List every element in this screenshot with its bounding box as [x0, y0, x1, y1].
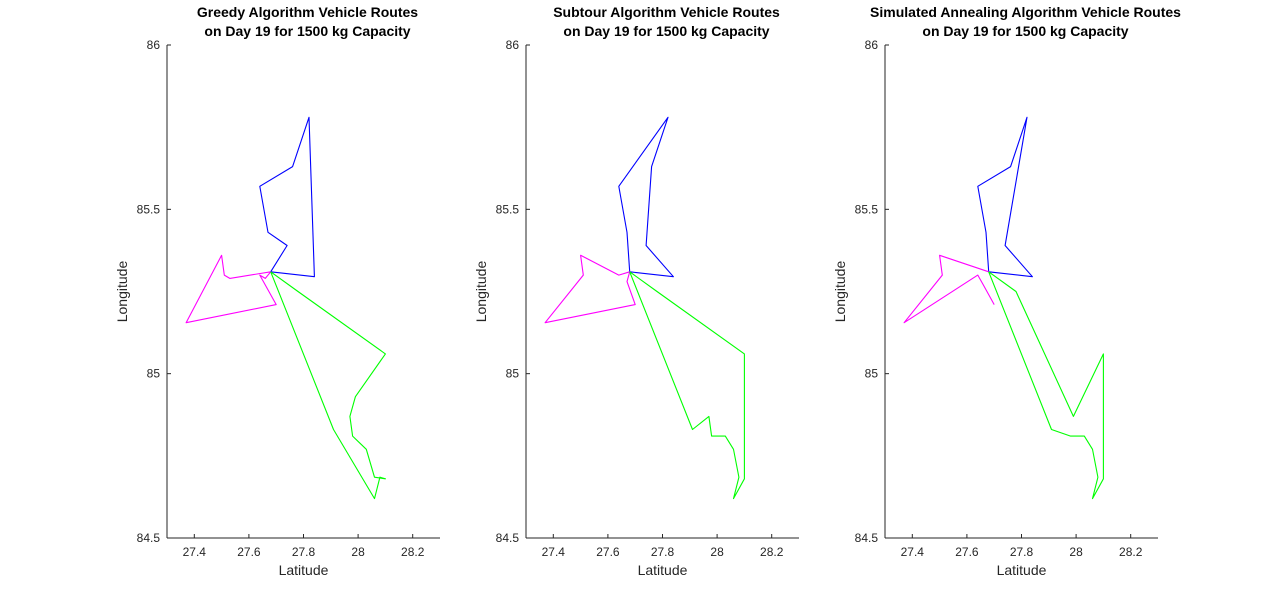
route-line-2: [903, 254, 995, 324]
x-tick-label: 27.6: [955, 545, 979, 559]
route-line-1: [618, 116, 674, 278]
y-tick-label: 84.5: [855, 531, 879, 545]
x-tick-label: 27.8: [651, 545, 675, 559]
x-axis-label: Latitude: [638, 562, 688, 578]
chart-panel-1: 27.4 27.6 27.8 28 28.2 84.5 85 85.5 86 Latitude Lo…: [114, 4, 440, 578]
x-tick-label: 28: [1069, 545, 1083, 559]
route-line-3: [629, 271, 745, 500]
y-tick-label: 85: [506, 367, 520, 381]
route-line-3: [270, 271, 386, 500]
x-tick-label: 28.2: [1119, 545, 1143, 559]
y-tick-label: 85: [147, 367, 161, 381]
y-axis-label: Longitude: [832, 261, 848, 323]
x-tick-label: 27.4: [183, 545, 207, 559]
y-tick-label: 85.5: [137, 202, 161, 216]
x-tick-label: 28.2: [760, 545, 784, 559]
x-tick-label: 28: [351, 545, 365, 559]
y-axis-label: Longitude: [114, 261, 130, 323]
y-tick-label: 84.5: [137, 531, 161, 545]
y-axis-label: Longitude: [473, 261, 489, 323]
route-line-1: [977, 116, 1033, 278]
y-tick-label: 85: [865, 367, 879, 381]
x-axis-label: Latitude: [279, 562, 329, 578]
chart-title-line-2: on Day 19 for 1500 kg Capacity: [204, 23, 410, 39]
chart-title-line-1: Greedy Algorithm Vehicle Routes: [197, 4, 418, 20]
x-tick-label: 28.2: [401, 545, 425, 559]
chart-title-line-2: on Day 19 for 1500 kg Capacity: [922, 23, 1128, 39]
route-line-1: [259, 116, 315, 278]
route-line-2: [185, 254, 277, 324]
route-line-2: [544, 254, 636, 324]
x-tick-label: 27.8: [292, 545, 316, 559]
x-tick-label: 27.6: [237, 545, 261, 559]
x-tick-label: 27.4: [542, 545, 566, 559]
chart-title-line-2: on Day 19 for 1500 kg Capacity: [563, 23, 769, 39]
x-tick-label: 28: [710, 545, 724, 559]
chart-panel-2: 27.4 27.6 27.8 28 28.2 84.5 85 85.5 86 Latitude Lo…: [473, 4, 799, 578]
x-axis-label: Latitude: [997, 562, 1047, 578]
y-tick-label: 85.5: [496, 202, 520, 216]
y-tick-label: 86: [147, 38, 161, 52]
x-tick-label: 27.4: [901, 545, 925, 559]
chart-panel-3: 27.4 27.6 27.8 28 28.2 84.5 85 85.5 86 Latitude Lo…: [832, 4, 1181, 578]
chart-title-line-1: Subtour Algorithm Vehicle Routes: [553, 4, 780, 20]
chart-title-line-1: Simulated Annealing Algorithm Vehicle Ro…: [870, 4, 1181, 20]
y-tick-label: 86: [506, 38, 520, 52]
x-tick-label: 27.8: [1010, 545, 1034, 559]
route-line-3: [988, 271, 1104, 500]
x-tick-label: 27.6: [596, 545, 620, 559]
y-tick-label: 85.5: [855, 202, 879, 216]
y-tick-label: 84.5: [496, 531, 520, 545]
y-tick-label: 86: [865, 38, 879, 52]
